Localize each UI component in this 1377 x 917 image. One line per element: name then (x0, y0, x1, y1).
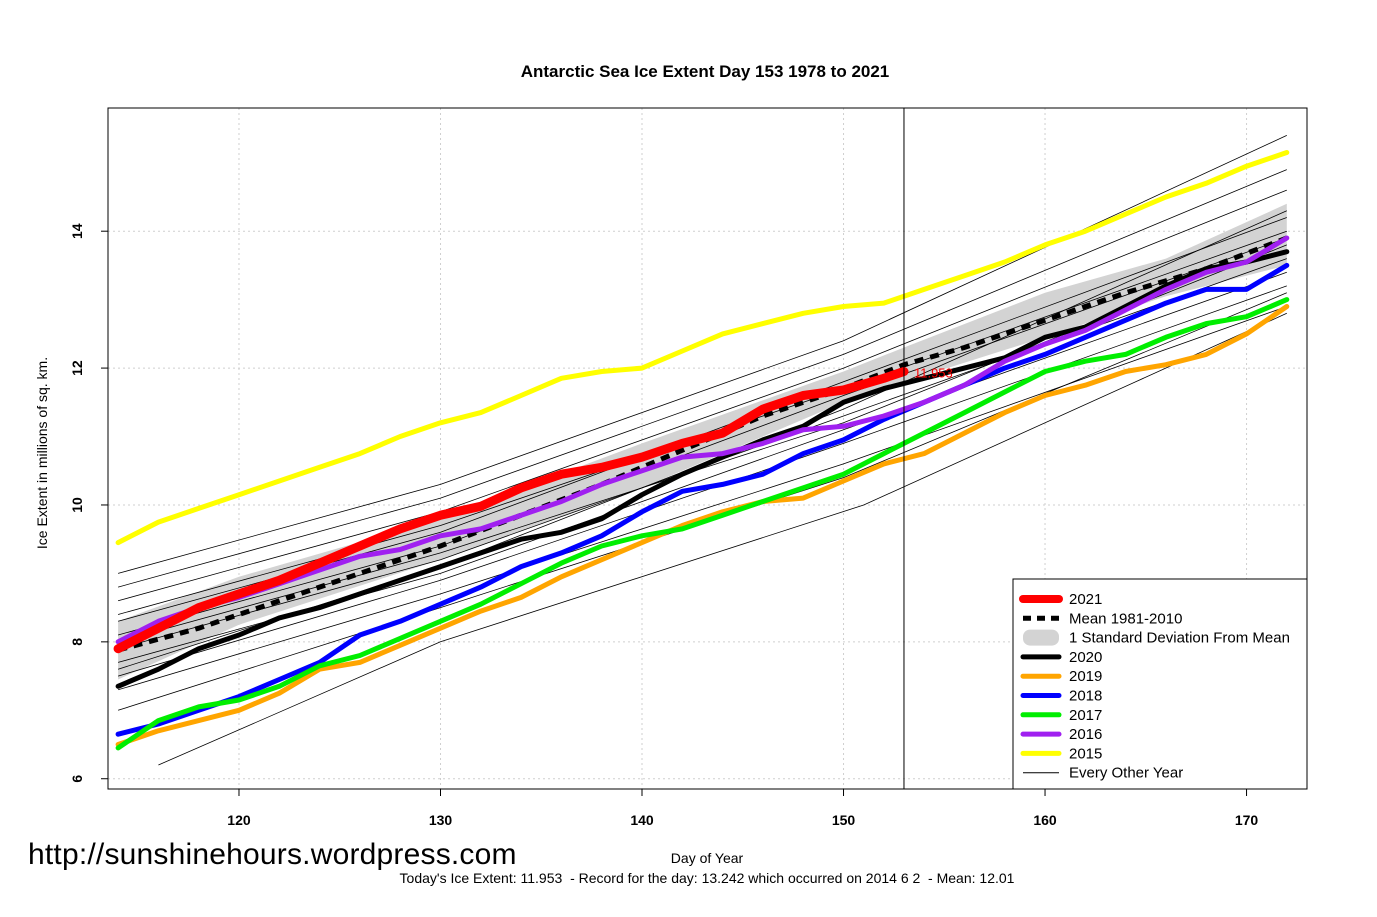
legend-label: 2020 (1069, 649, 1102, 666)
x-tick-label: 140 (630, 812, 654, 828)
series-line-2018 (115, 262, 1290, 737)
legend-label: Every Other Year (1069, 765, 1183, 782)
y-tick-label: 8 (69, 638, 85, 646)
y-tick-label: 6 (69, 775, 85, 783)
legend-label: 2018 (1069, 688, 1102, 705)
legend-box (1012, 578, 1308, 790)
footer-summary: Today's Ice Extent: 11.953 - Record for … (400, 870, 1015, 886)
y-tick-label: 14 (69, 223, 85, 239)
y-tick-label: 12 (69, 360, 85, 376)
x-tick-label: 150 (832, 812, 856, 828)
legend-label: 2017 (1069, 707, 1102, 724)
current-day-group: 11.953 (903, 108, 953, 789)
x-tick-label: 170 (1235, 812, 1259, 828)
x-axis: 120 130 140 150 160 170 (227, 789, 1258, 828)
x-tick-label: 130 (429, 812, 453, 828)
x-tick-label: 160 (1033, 812, 1057, 828)
series-line-2020 (115, 249, 1290, 689)
y-axis: 6 8 10 12 14 (69, 223, 108, 783)
x-tick-label: 120 (227, 812, 251, 828)
legend-label: Mean 1981-2010 (1069, 610, 1182, 627)
other-year-line (117, 189, 1287, 602)
y-tick-label: 10 (69, 497, 85, 513)
x-axis-label: Day of Year (671, 850, 744, 866)
legend-label: 2021 (1069, 591, 1102, 608)
series-group (113, 150, 1290, 751)
series-line-2015 (115, 150, 1290, 546)
legend-label: 2019 (1069, 668, 1102, 685)
watermark: http://sunshinehours.wordpress.com (28, 838, 517, 871)
other-year-line (117, 169, 1287, 588)
series-line-2019 (115, 304, 1290, 747)
plot-frame (107, 107, 1308, 790)
other-year-line (158, 312, 1287, 766)
current-value-label: 11.953 (914, 365, 953, 380)
legend: 2021 Mean 1981-2010 1 Standard Deviation F… (1012, 578, 1308, 790)
legend-label: 2016 (1069, 726, 1102, 743)
chart-title: Antarctic Sea Ice Extent Day 153 1978 to… (521, 62, 890, 81)
series-line-2017 (115, 297, 1290, 751)
series-line-2021 (113, 367, 909, 654)
legend-label: 1 Standard Deviation From Mean (1069, 630, 1290, 647)
legend-swatch (1023, 629, 1059, 646)
series-line-2016 (115, 235, 1290, 645)
legend-label: 2015 (1069, 745, 1102, 762)
y-axis-label: Ice Extent in millions of sq. km. (34, 357, 50, 549)
